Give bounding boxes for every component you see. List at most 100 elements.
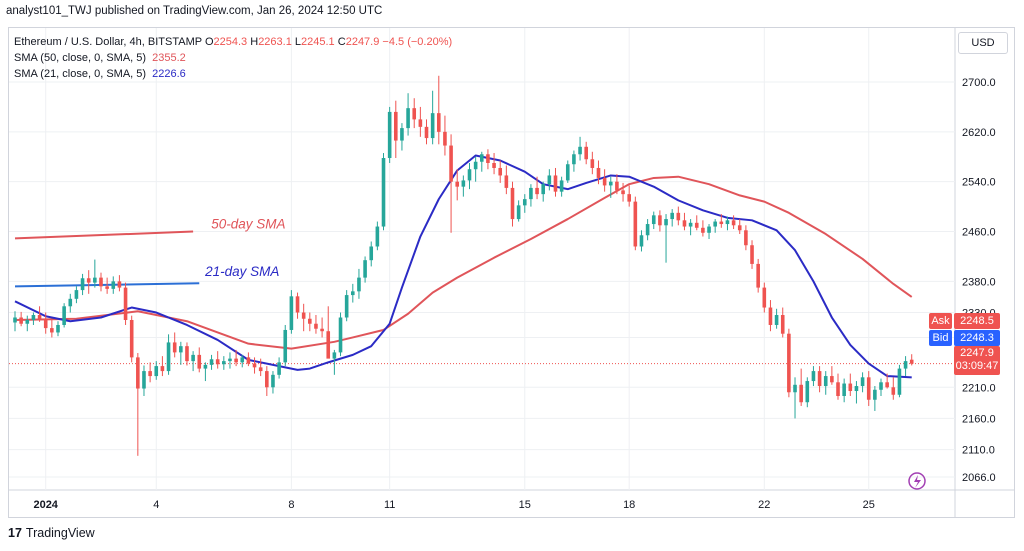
candle-body (873, 389, 877, 400)
candle-body (547, 175, 552, 185)
candle-body (823, 376, 828, 387)
candle (252, 357, 257, 374)
candle (707, 224, 711, 240)
bar-countdown: 03:09:47 (955, 360, 999, 372)
candle (492, 153, 496, 175)
candle (105, 277, 109, 294)
candle (768, 300, 773, 332)
candle (719, 214, 724, 228)
candle-body (664, 219, 668, 226)
candle (74, 286, 79, 304)
candles (13, 75, 914, 456)
candle-body (19, 317, 23, 324)
candle (510, 181, 515, 227)
candle (363, 256, 367, 283)
close-key: C (337, 36, 346, 48)
candle-body (510, 187, 515, 220)
chart-frame[interactable] (8, 27, 1015, 518)
symbol-name[interactable]: Ethereum / U.S. Dollar, 4h, BITSTAMP (14, 36, 202, 48)
candle-body (80, 278, 85, 291)
candle (891, 377, 896, 400)
price-tick-label: 2110.0 (962, 445, 995, 457)
candle (682, 212, 687, 231)
candle (43, 312, 48, 334)
candle (258, 358, 263, 377)
candle-body (559, 180, 564, 192)
candle (283, 324, 288, 367)
candle-body (799, 384, 803, 403)
candle (381, 153, 386, 231)
candle (314, 315, 318, 334)
sma50-row[interactable]: SMA (50, close, 0, SMA, 5) 2355.2 (14, 50, 452, 66)
grid-lines (9, 28, 1014, 517)
candle (234, 349, 238, 367)
sma21-row[interactable]: SMA (21, close, 0, SMA, 5) 2226.6 (14, 66, 452, 82)
candle (596, 160, 601, 185)
candle-body (387, 111, 392, 159)
sma50-label: SMA (50, close, 0, SMA, 5) (14, 52, 147, 64)
publish-attribution: analyst101_TWJ published on TradingView.… (6, 5, 383, 17)
candle (541, 181, 546, 202)
candle (651, 211, 656, 230)
candle (295, 292, 300, 319)
candle (522, 194, 527, 213)
symbol-row: Ethereum / U.S. Dollar, 4h, BITSTAMP O22… (14, 34, 452, 50)
lightning-icon (908, 472, 926, 490)
candle-body (516, 205, 521, 220)
candle (836, 373, 840, 400)
candle (744, 225, 748, 251)
price-tick-label: 2620.0 (962, 127, 996, 139)
candle-body (830, 376, 834, 383)
low-value: 2245.1 (301, 36, 335, 48)
candle-body (836, 382, 840, 397)
candle (185, 342, 189, 366)
candle-body (129, 319, 134, 358)
candle (664, 214, 668, 263)
candle-body (314, 323, 318, 329)
time-tick-label: 2024 (33, 499, 58, 511)
candle-body (338, 317, 343, 353)
candle-body (393, 111, 398, 141)
candle (301, 303, 306, 332)
candle-body (289, 296, 294, 330)
currency-button[interactable]: USD (958, 32, 1008, 54)
candle (111, 276, 116, 294)
candle-body (498, 167, 503, 176)
candle (516, 200, 521, 222)
candle-body (400, 128, 404, 141)
low-key: L (294, 36, 302, 48)
candle (811, 366, 816, 387)
chart-legend: Ethereum / U.S. Dollar, 4h, BITSTAMP O22… (14, 34, 452, 82)
change-value: −4.5 (−0.20%) (382, 36, 453, 48)
candle-body (363, 260, 367, 278)
candle-body (903, 361, 908, 369)
price-tick-label: 2460.0 (962, 227, 996, 239)
candle-body (436, 113, 441, 132)
candle (621, 182, 625, 202)
candle (725, 216, 730, 231)
candle (424, 119, 429, 145)
candle (787, 328, 791, 398)
candle (172, 332, 177, 358)
candle (344, 290, 349, 322)
tradingview-logo[interactable]: 17 TradingView (8, 526, 95, 540)
candle-body (246, 357, 251, 364)
candle-body (215, 359, 220, 365)
chart-extras (908, 472, 926, 490)
candle-body (320, 328, 324, 332)
candle (590, 151, 595, 175)
candle (535, 176, 539, 200)
tradingview-logo-text: TradingView (25, 526, 95, 540)
candle-body (43, 318, 48, 329)
candle-body (492, 162, 496, 168)
candle (166, 334, 171, 375)
sma21-line (14, 154, 912, 379)
candle-body (172, 342, 177, 353)
candle-body (50, 328, 54, 333)
candle-body (357, 277, 361, 292)
candle (209, 354, 214, 370)
candle-body (351, 291, 355, 296)
candle (265, 366, 269, 397)
candle-body (615, 181, 619, 191)
